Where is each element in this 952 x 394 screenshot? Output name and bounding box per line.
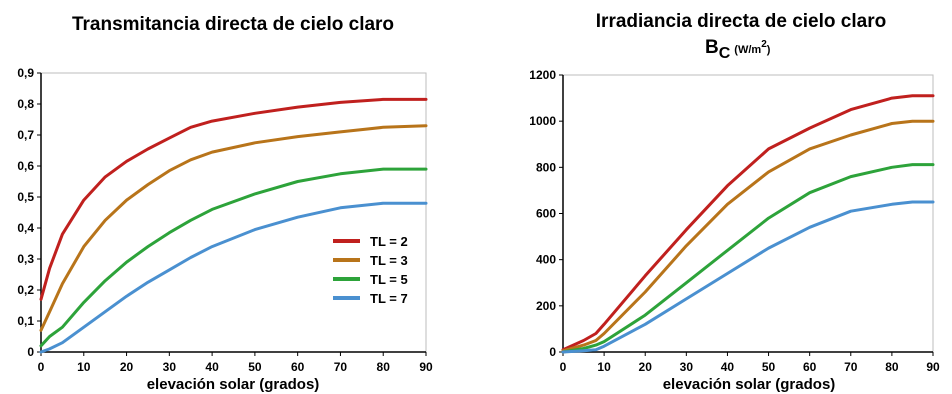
series-line-tl7: [39, 201, 428, 354]
series-line-tl2: [561, 94, 935, 352]
plot-area: [40, 72, 427, 353]
series-line-tl5: [39, 167, 428, 348]
x-tick-label: 0: [38, 360, 45, 374]
x-tick-label: 40: [721, 360, 735, 374]
plot-area: [562, 74, 934, 353]
irradiance-subtitle-unit: (W/m: [734, 44, 761, 56]
x-tick-label: 0: [560, 360, 567, 374]
x-tick-label: 70: [844, 360, 858, 374]
y-tick-label: 0,4: [17, 221, 34, 235]
y-tick-label: 1200: [529, 68, 556, 82]
y-tick-label: 0,7: [17, 128, 34, 142]
y-tick-label: 200: [536, 299, 556, 313]
series-line-tl7: [561, 200, 935, 354]
irradiance-subtitle-unit-exponent: 2: [761, 39, 767, 50]
y-tick-label: 400: [536, 253, 556, 267]
series-line-tl3: [561, 119, 935, 353]
x-tick-label: 20: [120, 360, 134, 374]
series-line-tl3: [39, 124, 428, 332]
irradiance-subtitle: BC (W/m2): [705, 37, 771, 62]
x-tick-label: 10: [597, 360, 611, 374]
legend-label: TL = 5: [370, 272, 408, 287]
y-tick-label: 1000: [529, 114, 556, 128]
legend-label: TL = 3: [370, 253, 408, 268]
x-tick-label: 80: [885, 360, 899, 374]
x-tick-label: 30: [680, 360, 694, 374]
y-tick-label: 0,5: [17, 190, 34, 204]
y-tick-label: 0,2: [17, 283, 34, 297]
x-tick-label: 70: [334, 360, 348, 374]
series-line-tl2: [39, 97, 428, 301]
x-tick-label: 50: [248, 360, 262, 374]
y-tick-label: 600: [536, 207, 556, 221]
x-tick-label: 90: [419, 360, 433, 374]
transmittance-title: Transmitancia directa de cielo claro: [72, 14, 394, 35]
x-tick-label: 90: [926, 360, 940, 374]
x-tick-label: 20: [639, 360, 653, 374]
x-tick-label: 80: [377, 360, 391, 374]
irradiance-title: Irradiancia directa de cielo claro: [596, 11, 886, 32]
series-line-tl5: [561, 163, 935, 354]
y-tick-label: 0,1: [17, 314, 34, 328]
irradiance-chart: Irradiancia directa de cielo claro BC (W/…: [529, 11, 940, 393]
y-tick-label: 0: [27, 345, 34, 359]
irradiance-x-axis-label: elevación solar (grados): [663, 376, 836, 393]
y-tick-label: 0,9: [17, 66, 34, 80]
x-tick-label: 60: [291, 360, 305, 374]
legend-label: TL = 2: [370, 234, 408, 249]
y-tick-label: 800: [536, 160, 556, 174]
x-tick-label: 30: [163, 360, 177, 374]
y-tick-label: 0,3: [17, 252, 34, 266]
x-tick-label: 40: [205, 360, 219, 374]
y-tick-label: 0: [549, 345, 556, 359]
irradiance-subtitle-unit-close: ): [767, 44, 771, 56]
y-tick-label: 0,6: [17, 159, 34, 173]
x-tick-label: 10: [77, 360, 91, 374]
transmittance-chart: Transmitancia directa de cielo claro 0 0,…: [17, 14, 433, 393]
y-tick-label: 0,8: [17, 97, 34, 111]
transmittance-x-axis-label: elevación solar (grados): [147, 376, 320, 393]
irradiance-subtitle-subscript: C: [719, 45, 731, 62]
x-tick-label: 60: [803, 360, 817, 374]
legend-label: TL = 7: [370, 291, 408, 306]
x-tick-label: 50: [762, 360, 776, 374]
irradiance-subtitle-symbol: B: [705, 37, 719, 58]
